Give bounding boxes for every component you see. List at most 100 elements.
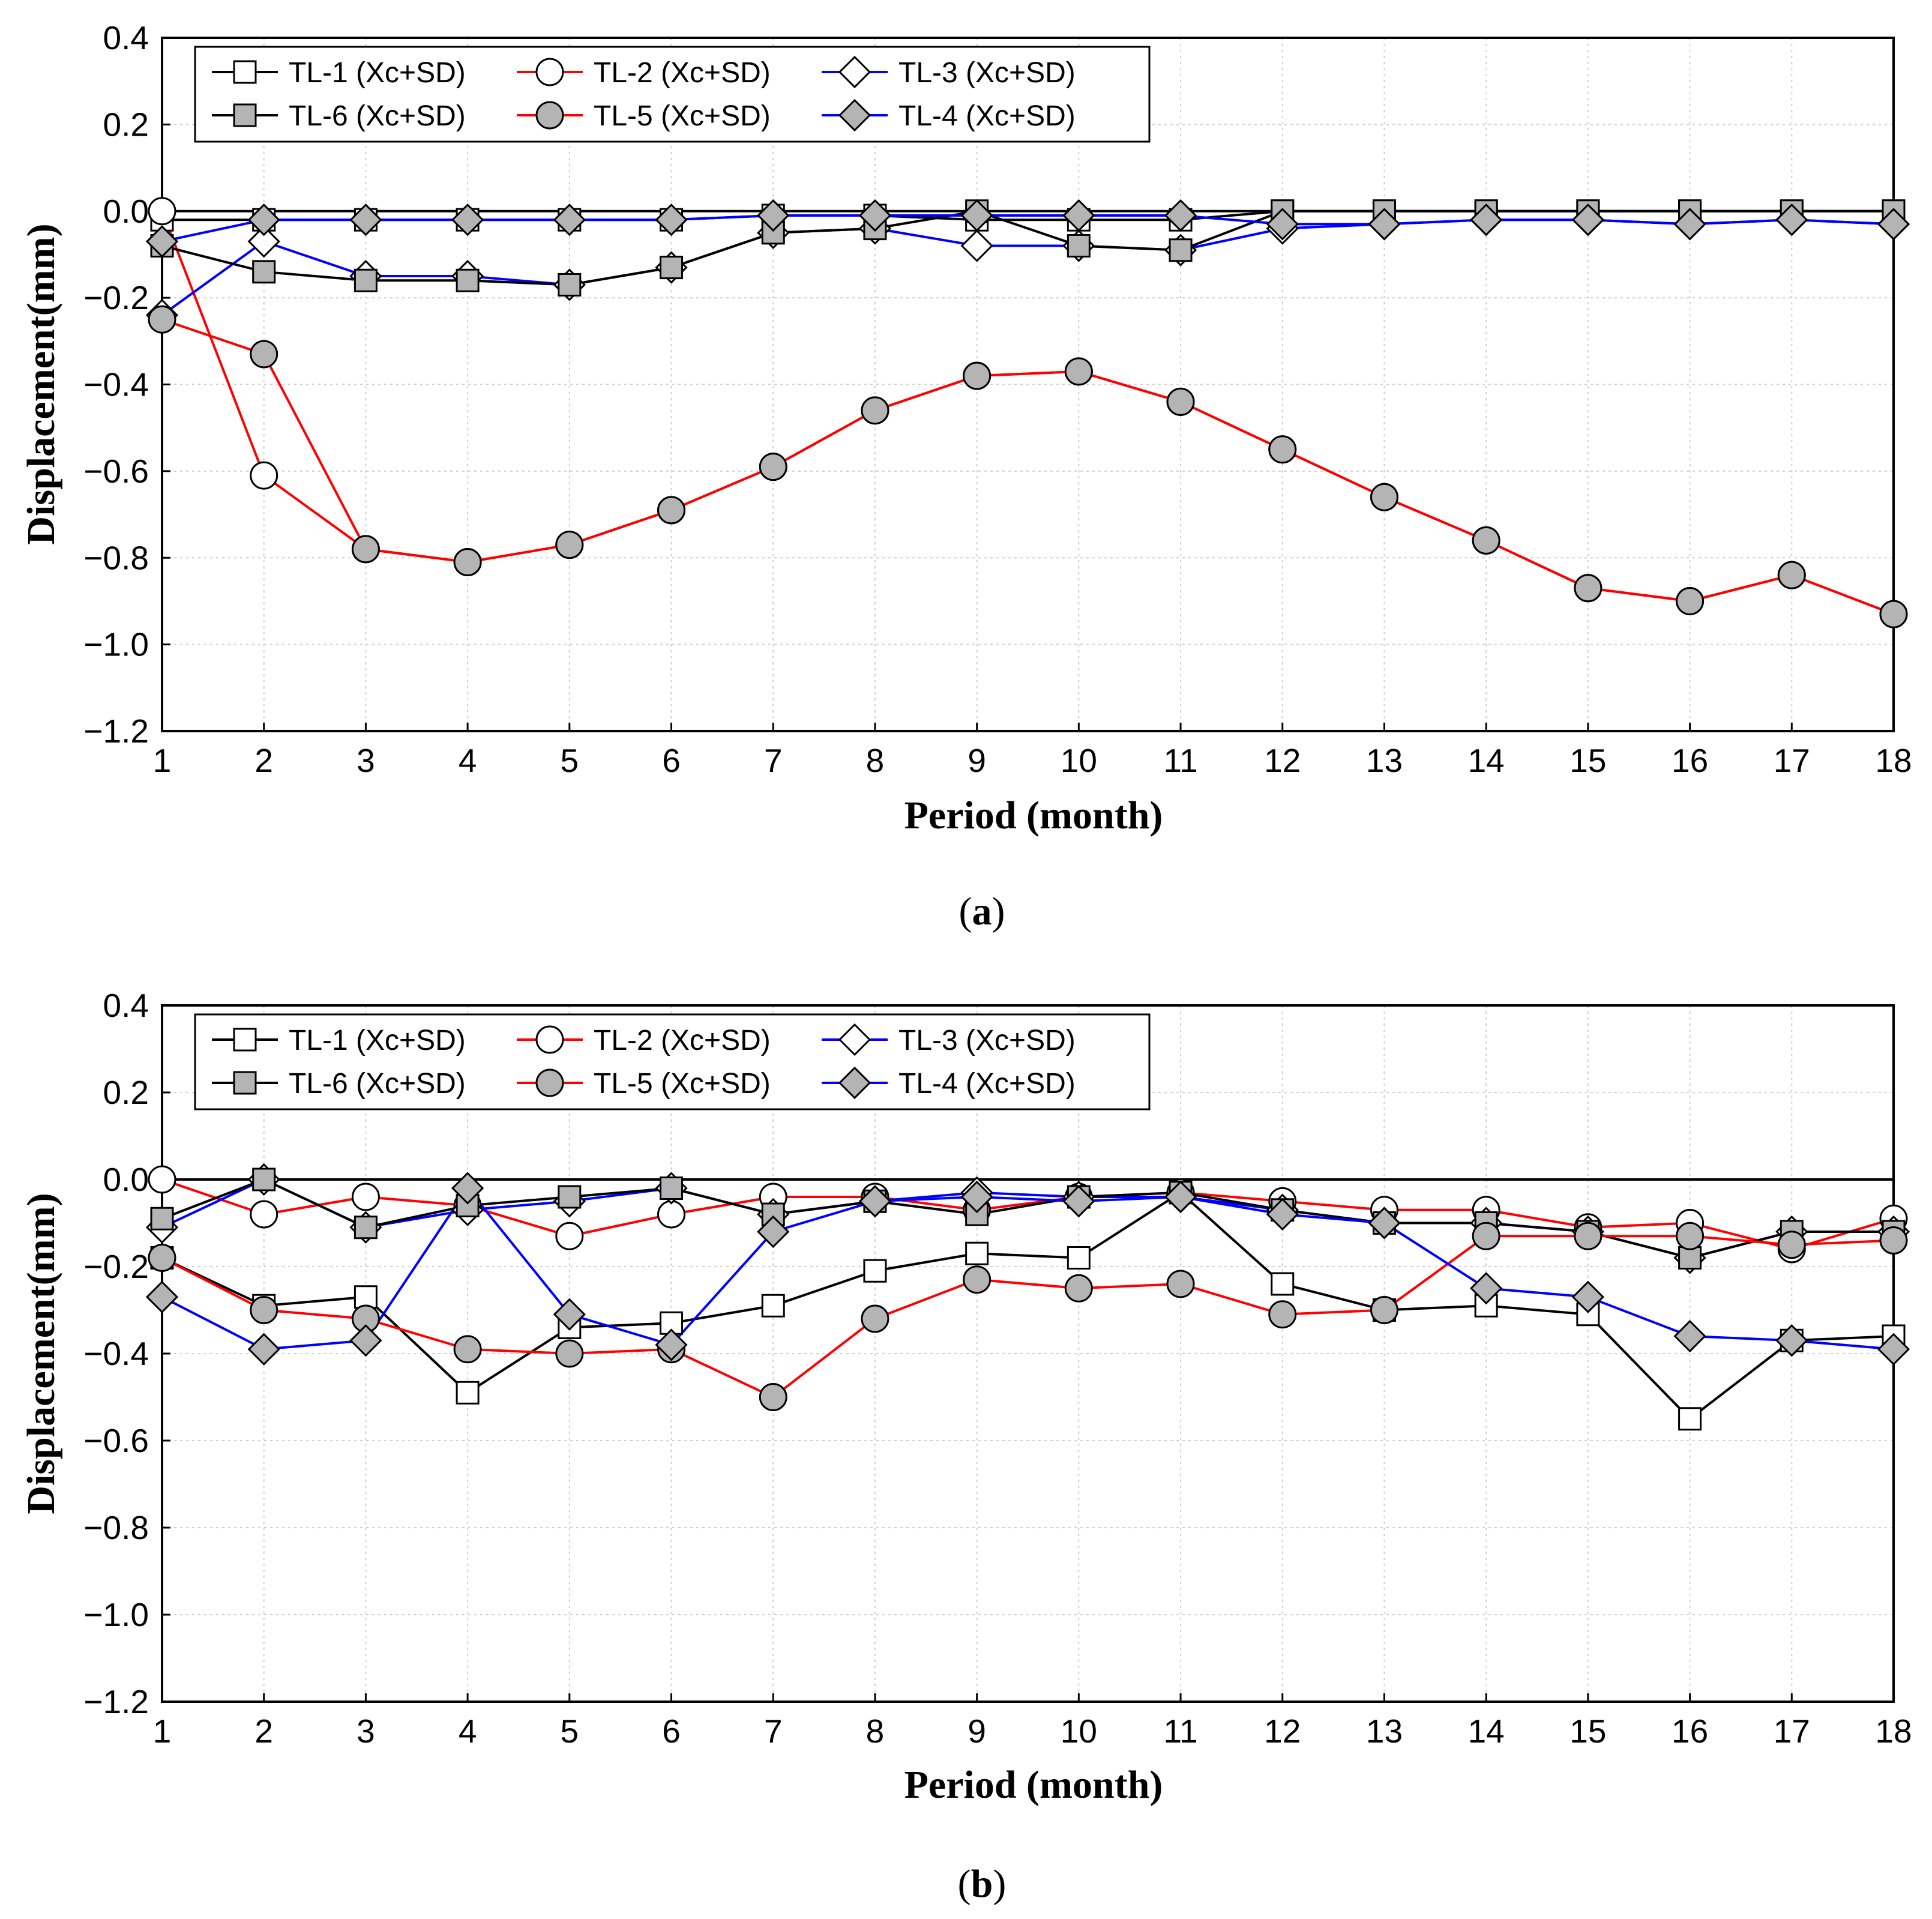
panel-b-x-tick-label: 18 [1875,1713,1912,1750]
panel-b-tl-6-point [150,1207,174,1231]
panel-b-x-tick-label: 5 [561,1713,579,1750]
panel-b-y-tick-label: 0.4 [103,987,149,1024]
panel-b-tl-1-point [965,1241,989,1265]
panel-b-tl-4-point [1062,1185,1095,1218]
panel-b-tl-4-point [960,1180,993,1214]
panel-a-x-tick-label: 14 [1468,742,1505,779]
panel-b-tl-5-point [1574,1222,1602,1250]
panel-b-legend-tl-4-label: TL-4 (Xc+SD) [898,1068,1076,1100]
panel-a-legend-tl-6-label: TL-6 (Xc+SD) [289,100,466,132]
panel-a-tl-5-point [1166,387,1195,416]
panel-b-x-tick-label: 4 [459,1713,477,1750]
panel-b-legend-tl-4-marker [838,1066,871,1100]
panel-a-x-tick-label: 10 [1061,742,1097,779]
panel-a-series [145,197,1910,628]
panel-a-y-axis-label: Displacement(mm) [19,223,63,544]
panel-b-tl-5-point [861,1304,889,1333]
panel-b-tl-4-point [553,1298,586,1331]
panel-a-tl-4-point [553,203,586,236]
panel-a-tl-4-point [247,203,280,236]
panel-b-y-tick-label: 0.0 [103,1161,149,1198]
panel-b-legend-tl-3-label: TL-3 (Xc+SD) [898,1025,1076,1056]
panel-a-tl-5-point [250,340,278,369]
panel-a-tl-5-point [1370,483,1398,511]
panel-a-tl-5-point [657,496,686,525]
panel-b-tl-5-point [250,1296,278,1324]
panel-a-legend: TL-1 (Xc+SD) TL-2 (Xc+SD) TL-3 (Xc+SD) TL-6… [194,46,1151,143]
panel-a-tl-5-point [453,547,482,576]
panel-a-tl-5-point [861,396,889,425]
panel-b-tl-6-point [354,1216,378,1240]
panel-a-x-tick-label: 18 [1875,742,1912,779]
panel-b-tl-4-point [1877,1333,1910,1366]
panel-a-tl-4-point [655,203,688,236]
panel-b-tl-2-point [555,1222,584,1250]
panel-a-y-tick-label: 0.4 [103,19,149,56]
panel-b-tl-1-point [1271,1272,1295,1296]
panel-a-x-tick-label: 13 [1366,742,1403,779]
panel-a-legend-tl-3-marker [838,55,871,89]
panel-b-y-tick-label: −1.2 [83,1683,149,1720]
panel-a-x-tick-label: 1 [153,742,172,779]
panel-b-y-tick-label: −1.0 [83,1596,149,1633]
panel-a-tl-4-point [858,199,892,232]
panel-a-x-tick-label: 5 [561,742,579,779]
panel-a-tl-4-point [1470,203,1503,236]
panel-b-y-tick-label: −0.6 [83,1422,149,1459]
panel-b-legend-tl-6-marker [233,1071,257,1095]
panel-b-x-tick-label: 15 [1569,1713,1606,1750]
panel-b-legend-tl-2-marker [535,1025,564,1054]
panel-a-legend-tl-1-label: TL-1 (Xc+SD) [289,57,466,89]
panel-a-y-tick-label: −1.2 [83,712,149,750]
panel-b-legend-box [194,1013,1151,1110]
panel-a-tl-4-point [1571,203,1605,236]
panel-a-tl-5-point [1574,574,1602,603]
panel-a-y-tick-label: −0.4 [83,366,149,403]
panel-b-x-tick-label: 8 [866,1713,885,1750]
panel-b-tl-1-point [761,1294,785,1318]
panel-b-legend-tl-5-label: TL-5 (Xc+SD) [594,1068,771,1100]
panel-b-tl-1-point [1067,1246,1091,1270]
panel-a-y-tick-label: −0.8 [83,539,149,576]
panel-a-legend-tl-3-label: TL-3 (Xc+SD) [898,57,1076,89]
panel-a-x-tick-label: 9 [968,742,986,779]
panel-b-y-tick-label: −0.2 [83,1248,149,1285]
panel-b-ticks: 1 2 3 4 5 6 7 8 9 10 11 12 13 14 15 16 17 180.40.20.0−0.2… [83,987,1912,1750]
panel-a-tl-5-point [1268,435,1297,464]
panel-b-tl-4-point [655,1328,688,1361]
panel-a-tl-6-point [1067,234,1091,258]
panel-a-legend-tl-5-label: TL-5 (Xc+SD) [594,100,771,132]
panel-a-y-tick-label: 0.2 [103,106,149,143]
panel-a-ticks: 1 2 3 4 5 6 7 8 9 10 11 12 13 14 15 16 17 180.40.20.0−0.2… [83,19,1912,779]
panel-b-x-tick-label: 6 [662,1713,681,1750]
panel-b-tl-5-point [1676,1222,1705,1250]
panel-a-tl-5-point [148,305,176,334]
panel-b-tl-4-point [1470,1272,1503,1305]
panel-a-tl-4-point [349,203,382,236]
panel-a-y-tick-label: −0.2 [83,279,149,316]
panel-b-tl-2-point [351,1182,380,1211]
panel-a-x-tick-label: 12 [1264,742,1301,779]
panel-b-tl-4-point [349,1324,382,1357]
panel-b-tl-5-point [1777,1231,1806,1259]
panel-a-tl-5-line [161,318,1894,615]
panel-a-tl-4-line [161,214,1894,243]
panel-b-legend-tl-5-marker [535,1068,564,1097]
panel-a-x-tick-label: 15 [1569,742,1606,779]
panel-b-legend-tl-1-label: TL-1 (Xc+SD) [289,1025,466,1056]
panel-a-tl-6-point [456,268,480,292]
panel-b-tl-1-point [354,1285,378,1309]
panel-a-tl-6-point [558,273,582,297]
panel-a-tl-3-point [960,229,993,262]
panel-b-tl-2-point [657,1200,686,1229]
panel-b-tl-4-point [145,1280,179,1313]
panel-a-tl-6-line [161,209,1894,286]
panel-a-caption-label: a [972,890,992,933]
panel-b-tl-1-point [863,1259,887,1283]
panel-a-x-tick-label: 16 [1672,742,1708,779]
panel-b-tl-3-line [161,1178,1894,1259]
panel-b-y-tick-label: −0.4 [83,1335,149,1372]
panel-a-tl-5-point [1879,600,1908,628]
panel-a-tl-4-point [1164,199,1197,232]
